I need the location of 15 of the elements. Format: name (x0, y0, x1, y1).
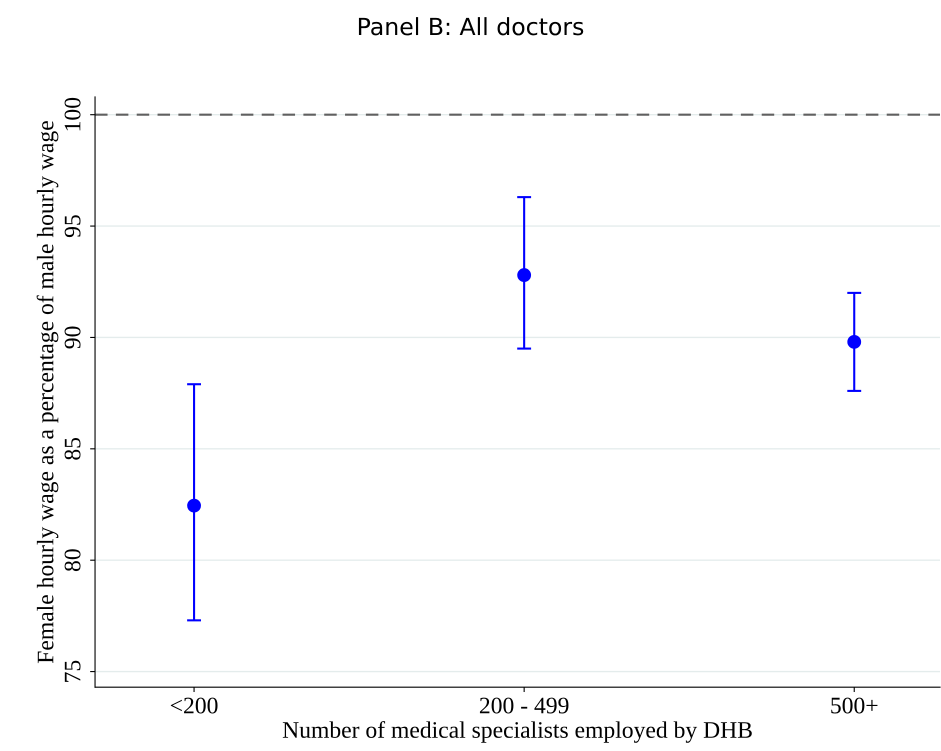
point (517, 268, 532, 282)
y-tick-label: 75 (64, 660, 81, 682)
x-tick-label: <200 (170, 698, 218, 714)
y-axis-title: Female hourly wage as a percentage of male hourly wage (36, 121, 58, 664)
y-tick-label: 100 (64, 98, 81, 130)
point (187, 498, 201, 513)
y-tick-label: 85 (64, 438, 81, 460)
y-tick-label: 95 (64, 215, 81, 238)
x-tick-label: 200 - 499 (480, 698, 568, 714)
y-tick-label: 80 (64, 549, 81, 572)
chart-title: Panel B: All doctors (358, 17, 584, 36)
x-tick-label: 500+ (831, 698, 878, 714)
point (847, 334, 862, 349)
x-axis-title: Number of medical specialists employed by DHB (282, 721, 752, 743)
y-tick-label: 90 (64, 326, 81, 348)
